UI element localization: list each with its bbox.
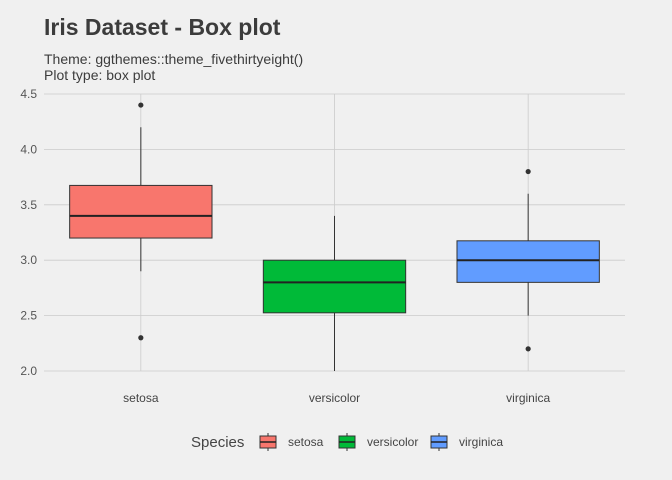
box-setosa (69, 184, 213, 239)
outlier-point (525, 346, 531, 352)
box-virginica (456, 240, 600, 283)
chart-title: Iris Dataset - Box plot (44, 14, 281, 40)
x-tick-label: versicolor (309, 391, 360, 405)
y-tick-label: 3.5 (20, 198, 37, 212)
legend-label: versicolor (367, 435, 418, 449)
subtitle-line-theme: Theme: ggthemes::theme_fivethirtyeight() (44, 51, 304, 67)
legend-label: setosa (288, 435, 324, 449)
box-versicolor (262, 259, 407, 314)
y-tick-label: 4.5 (20, 87, 37, 101)
x-tick-label: setosa (123, 391, 159, 405)
y-tick-label: 2.0 (20, 364, 37, 378)
outlier-point (525, 168, 531, 175)
legend-title: Species (191, 434, 244, 451)
y-tick-label: 2.5 (20, 309, 37, 323)
outlier-point (138, 335, 144, 341)
y-tick-label: 3.0 (20, 253, 37, 267)
legend-label: virginica (459, 435, 503, 449)
chart-subtitle: Theme: ggthemes::theme_fivethirtyeight()… (44, 51, 303, 83)
y-tick-label: 4.0 (20, 142, 37, 156)
x-tick-label: virginica (506, 391, 550, 405)
outlier-point (138, 102, 144, 108)
subtitle-line-plot-type: Plot type: box plot (44, 67, 156, 83)
